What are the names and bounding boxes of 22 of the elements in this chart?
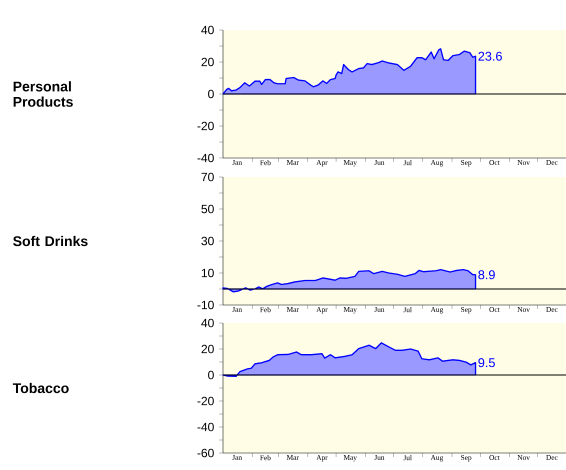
annotation: 8.9	[478, 270, 495, 280]
y-axis-title: Soft Drinks	[13, 236, 88, 246]
y-tick-label: 0	[208, 90, 214, 98]
y-axis-title: Personal Products	[14, 81, 73, 107]
annotation: 9.5	[478, 358, 495, 368]
y-tick-label: 40	[201, 26, 214, 34]
y-tick-label: 50	[201, 204, 214, 214]
y-tick-label: 30	[201, 236, 214, 246]
y-tick-label: -40	[197, 154, 214, 162]
y-tick-label: 10	[202, 268, 214, 278]
y-tick-label: 20	[202, 344, 214, 354]
y-tick-label: -60	[197, 448, 214, 458]
y-tick-label: 20	[202, 58, 214, 66]
y-tick-label: -10	[197, 300, 214, 310]
annotation: 23.6	[478, 52, 502, 61]
y-tick-label: 70	[202, 172, 214, 182]
y-tick-label: -20	[197, 122, 214, 130]
y-tick-label: 40	[201, 318, 214, 328]
y-tick-label: -40	[197, 422, 214, 432]
y-axis-title: Tobacco	[12, 382, 69, 394]
y-tick-label: -20	[197, 396, 214, 406]
y-tick-label: 0	[208, 370, 214, 380]
